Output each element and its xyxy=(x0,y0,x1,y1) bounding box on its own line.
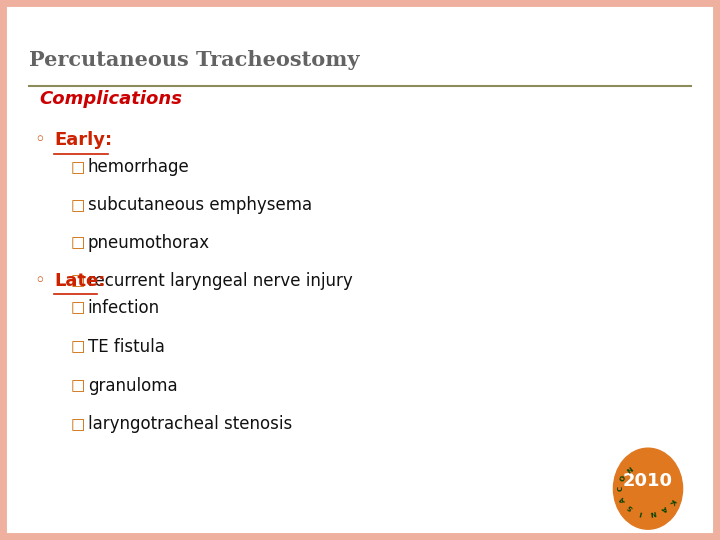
Text: recurrent laryngeal nerve injury: recurrent laryngeal nerve injury xyxy=(88,272,353,290)
Text: infection: infection xyxy=(88,299,160,317)
Text: S: S xyxy=(626,503,634,511)
Text: pneumothorax: pneumothorax xyxy=(88,234,210,252)
Text: □: □ xyxy=(71,198,85,213)
Text: □: □ xyxy=(71,235,85,251)
Text: □: □ xyxy=(71,339,85,354)
Text: granuloma: granuloma xyxy=(88,376,177,395)
Text: Percutaneous Tracheostomy: Percutaneous Tracheostomy xyxy=(29,50,359,70)
Text: O: O xyxy=(619,475,627,482)
Text: N: N xyxy=(626,466,634,474)
Text: subcutaneous emphysema: subcutaneous emphysema xyxy=(88,196,312,214)
Text: □: □ xyxy=(71,417,85,432)
Ellipse shape xyxy=(613,448,683,529)
Text: Late:: Late: xyxy=(54,272,105,290)
Text: A: A xyxy=(660,504,667,512)
Text: Early:: Early: xyxy=(54,131,112,150)
Text: TE fistula: TE fistula xyxy=(88,338,165,356)
Text: Complications: Complications xyxy=(40,90,183,108)
Text: K: K xyxy=(668,497,676,505)
Text: C: C xyxy=(617,486,624,491)
Text: □: □ xyxy=(71,160,85,175)
Text: laryngotracheal stenosis: laryngotracheal stenosis xyxy=(88,415,292,434)
Text: □: □ xyxy=(71,273,85,288)
Text: hemorrhage: hemorrhage xyxy=(88,158,189,177)
Text: I: I xyxy=(639,509,643,515)
Text: □: □ xyxy=(71,378,85,393)
Text: ◦: ◦ xyxy=(35,272,45,290)
Text: N: N xyxy=(649,509,656,516)
Text: ◦: ◦ xyxy=(35,131,45,150)
Text: A: A xyxy=(619,495,627,503)
Text: □: □ xyxy=(71,300,85,315)
Text: 2010: 2010 xyxy=(623,471,673,490)
